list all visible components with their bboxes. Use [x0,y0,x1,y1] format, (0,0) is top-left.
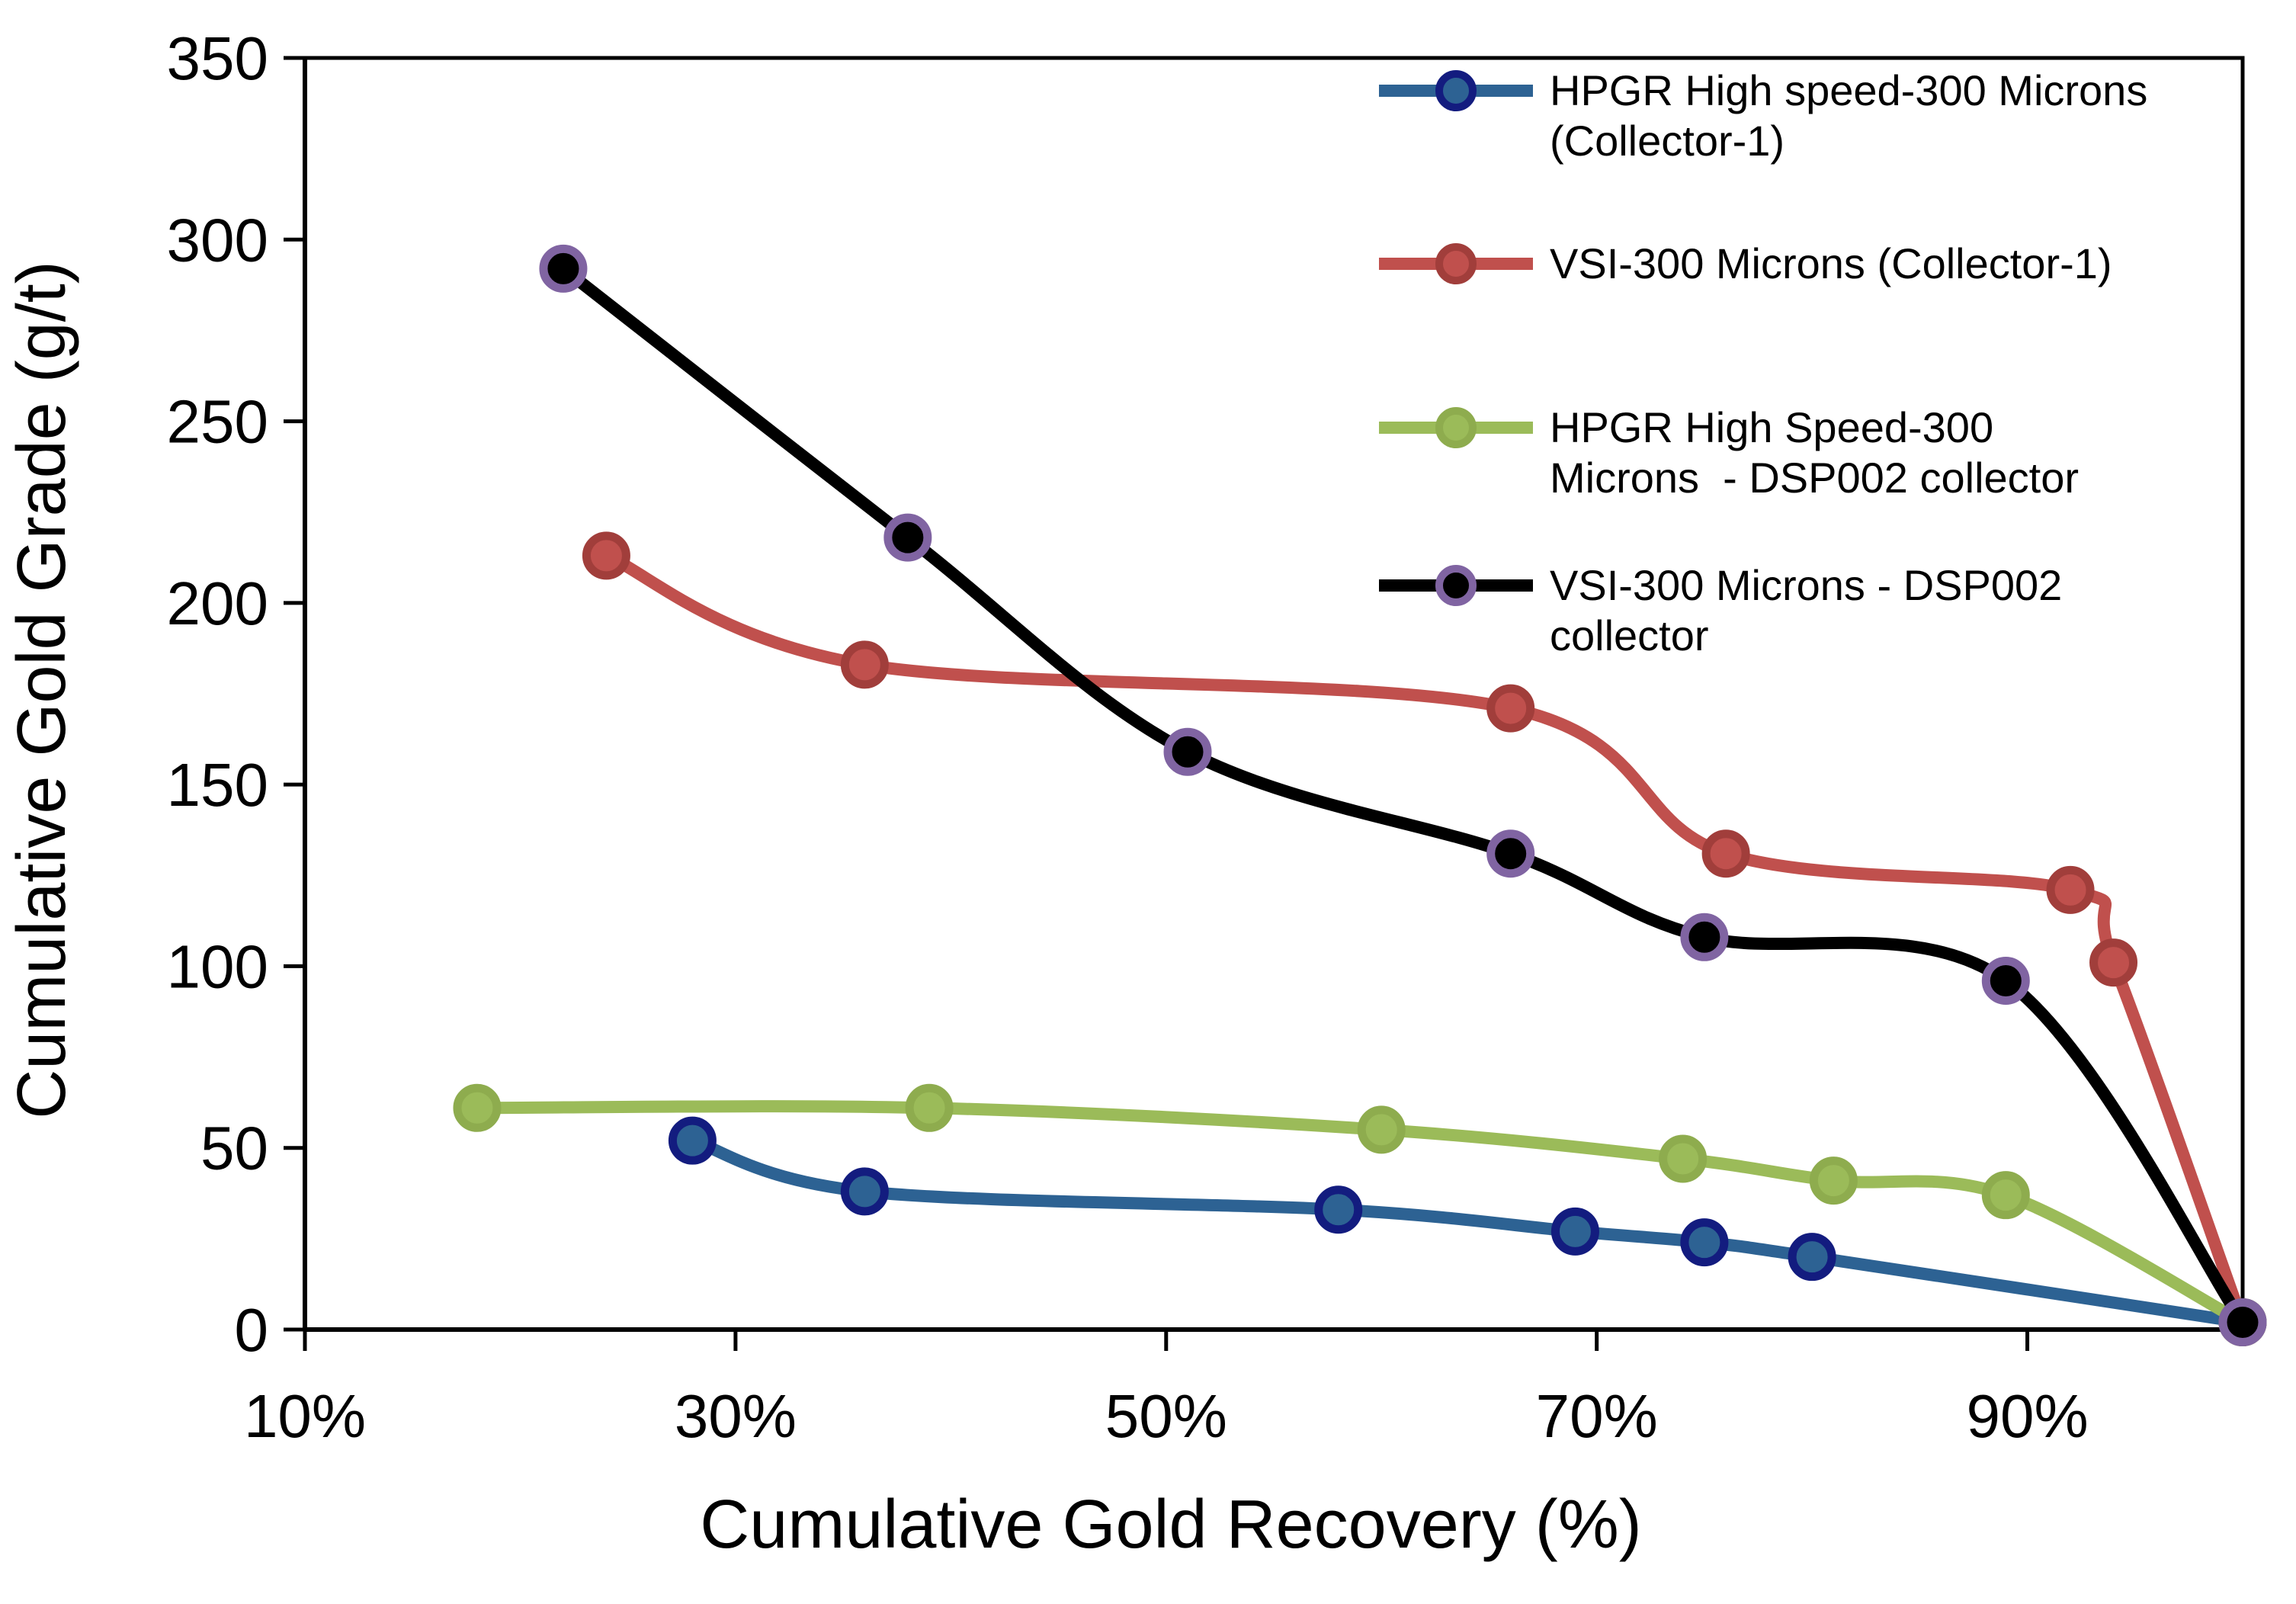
series-line-vsi-300-dsp002 [556,262,2249,1329]
data-point-marker-vsi-300-collector1 [2046,865,2095,914]
data-point-marker-vsi-300-dsp002 [1486,829,1535,878]
data-point-marker-vsi-300-collector1 [840,640,889,689]
data-point-marker-hpgr-high-speed-300-dsp002 [1981,1171,2030,1220]
data-point-marker-hpgr-high-speed-300-dsp002 [1659,1134,1708,1183]
data-point-marker-vsi-300-collector1 [1486,684,1535,733]
data-point-marker-hpgr-high-speed-300-dsp002 [1357,1105,1406,1154]
y-tick-label: 0 [235,1296,269,1364]
data-point-marker-hpgr-high-speed-300-collector1 [1680,1218,1729,1267]
data-point-marker-hpgr-high-speed-300-collector1 [1314,1185,1363,1234]
y-tick-label: 350 [167,24,268,92]
y-tick-label: 150 [167,751,268,819]
y-tick-label: 250 [167,388,268,456]
axis-ticks: 0 50 100 150 200 250 300 350 10% 30% 50% 70% 90% [167,24,2243,1450]
y-tick-label: 200 [167,569,268,637]
data-point-marker-hpgr-high-speed-300-collector1 [668,1116,717,1165]
data-point-marker-hpgr-high-speed-300-dsp002 [453,1083,502,1132]
series-layer [453,244,2267,1346]
data-point-marker-vsi-300-dsp002 [539,244,588,293]
data-point-marker-hpgr-high-speed-300-collector1 [1788,1233,1836,1282]
data-point-marker-vsi-300-collector1 [582,531,630,580]
y-axis-title: Cumulative Gold Grade (g/t) [4,261,80,1118]
data-point-marker-hpgr-high-speed-300-dsp002 [1809,1156,1858,1205]
y-tick-label: 50 [200,1115,268,1182]
x-tick-label: 30% [675,1382,797,1450]
x-tick-label: 10% [244,1382,366,1450]
y-tick-label: 100 [167,932,268,1000]
x-tick-label: 50% [1105,1382,1227,1450]
data-point-marker-vsi-300-dsp002 [1163,727,1212,776]
x-axis-title: Cumulative Gold Recovery (%) [700,1487,1641,1563]
data-point-marker-hpgr-high-speed-300-collector1 [840,1167,889,1216]
x-tick-label: 90% [1966,1382,2088,1450]
y-tick-label: 300 [167,206,268,274]
plot-area-border [303,56,2245,1332]
series-line-hpgr-high-speed-300-collector1 [686,1134,2249,1329]
data-point-marker-hpgr-high-speed-300-collector1 [1550,1207,1599,1256]
x-tick-label: 70% [1536,1382,1658,1450]
data-point-marker-vsi-300-collector1 [1701,829,1750,878]
data-point-marker-vsi-300-dsp002 [2218,1298,2267,1346]
data-point-marker-hpgr-high-speed-300-dsp002 [905,1083,954,1132]
data-point-marker-vsi-300-dsp002 [883,513,932,562]
data-point-marker-vsi-300-collector1 [2089,938,2138,987]
data-point-marker-vsi-300-dsp002 [1680,913,1729,961]
data-point-marker-vsi-300-dsp002 [1981,956,2030,1005]
